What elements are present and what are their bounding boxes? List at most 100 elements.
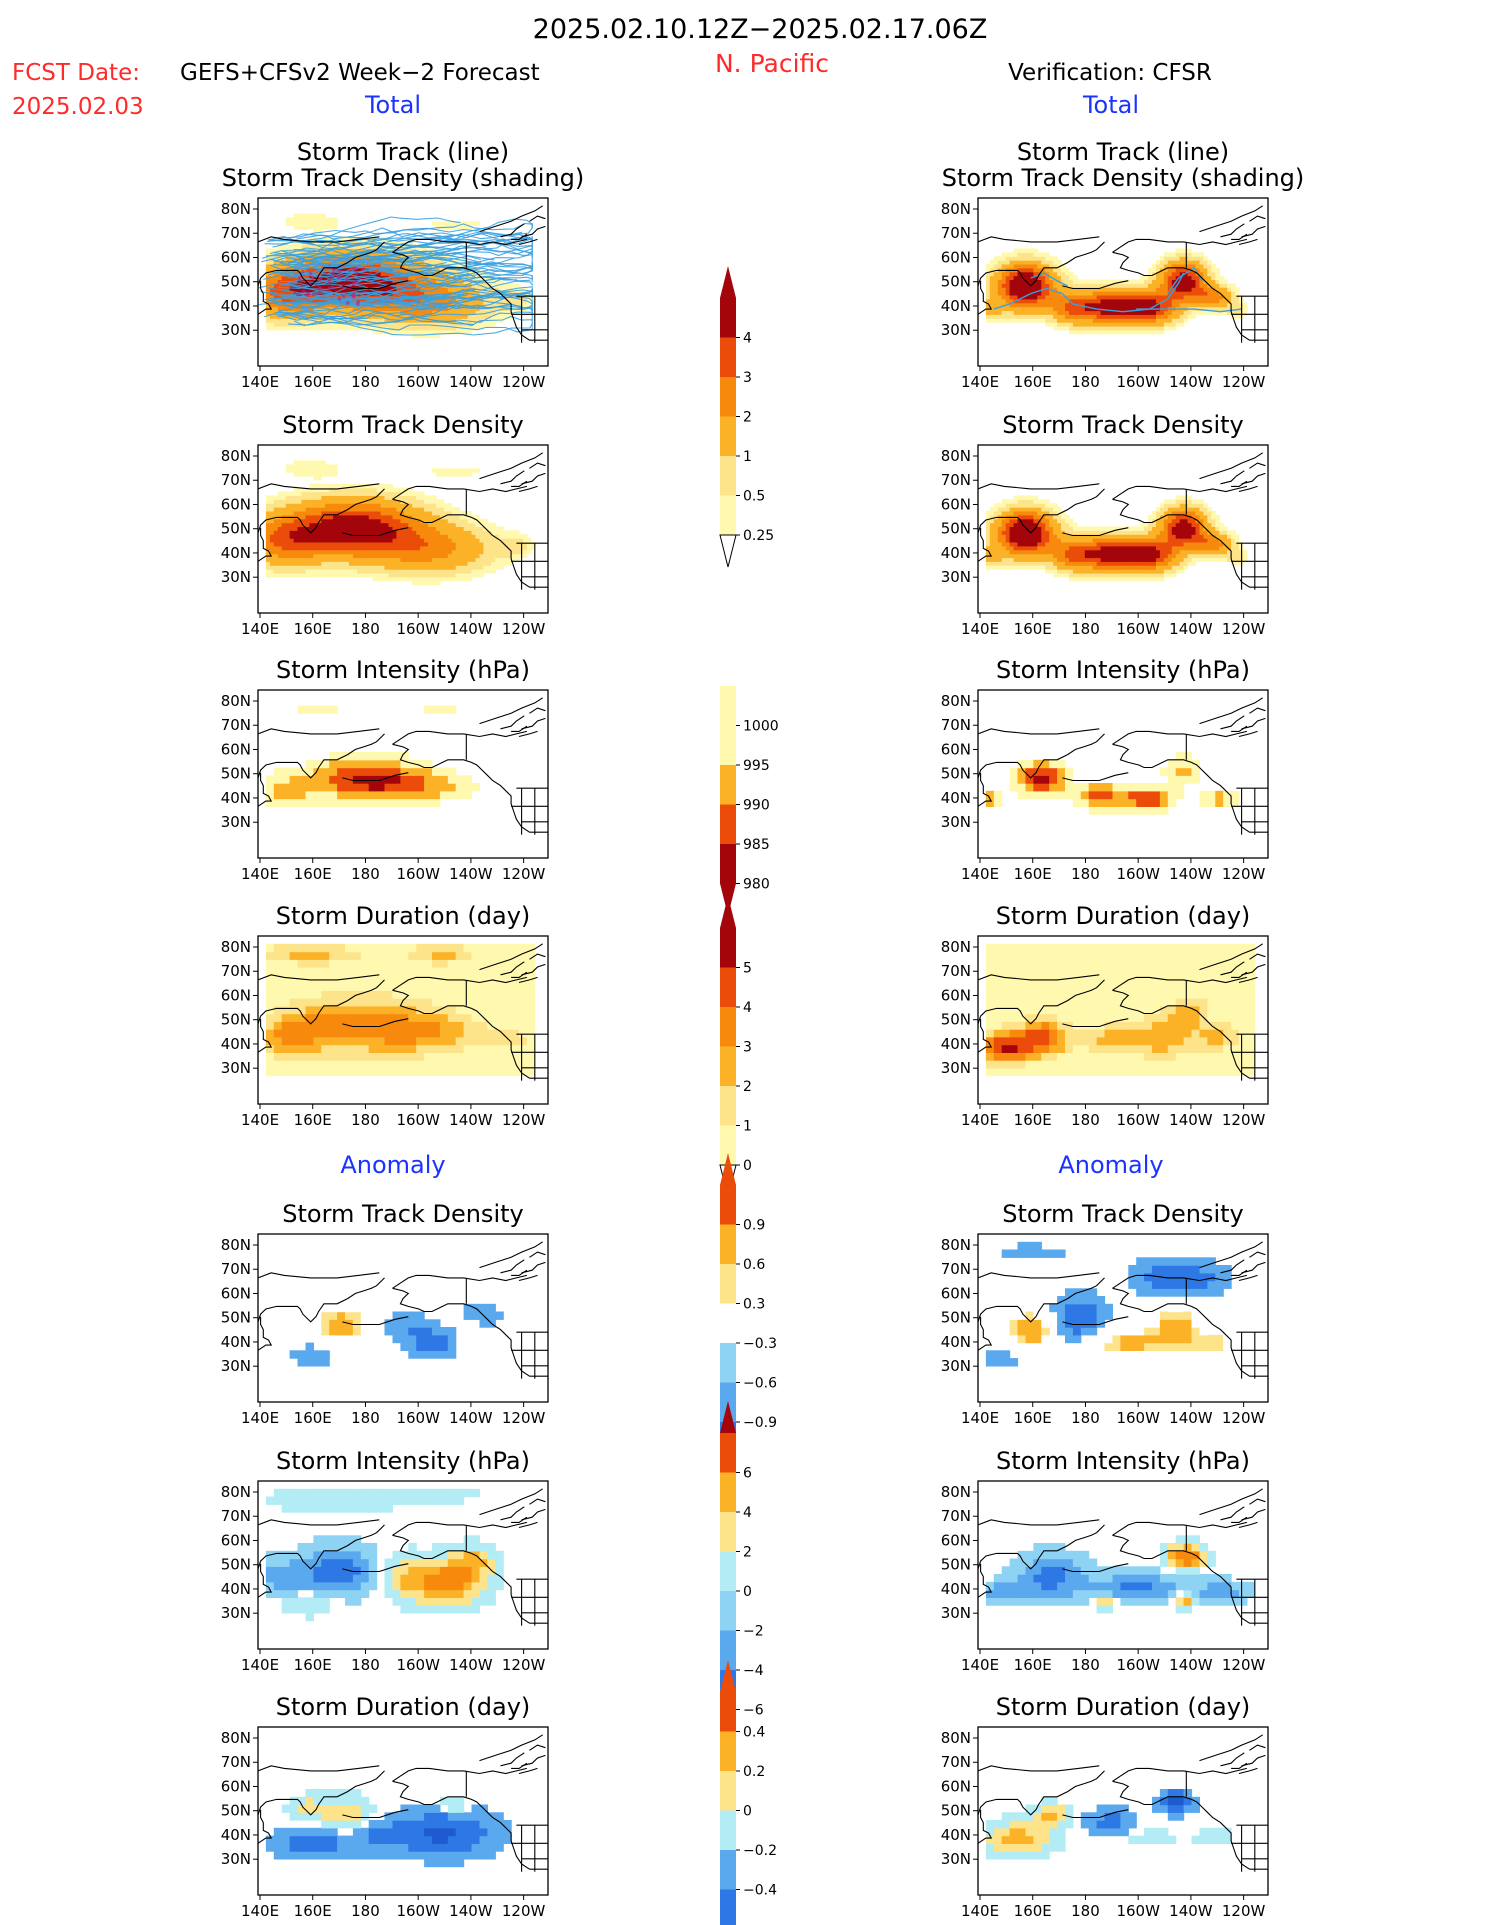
lat-tick-label: 50N bbox=[221, 765, 251, 783]
colorbar-segment bbox=[720, 1185, 736, 1225]
lat-tick-label: 40N bbox=[941, 1580, 971, 1598]
colorbar-segment bbox=[720, 298, 736, 338]
colorbar-segment bbox=[720, 844, 736, 884]
lat-tick-label: 60N bbox=[941, 1284, 971, 1302]
lat-tick-label: 70N bbox=[941, 962, 971, 980]
lon-tick-label: 140W bbox=[449, 1111, 493, 1129]
lon-tick-label: 140E bbox=[961, 1902, 999, 1920]
lat-tick-label: 70N bbox=[221, 471, 251, 489]
lon-tick-label: 120W bbox=[502, 1902, 546, 1920]
lat-tick-label: 70N bbox=[941, 1753, 971, 1771]
lon-tick-label: 140E bbox=[241, 1409, 279, 1427]
panel-title: Storm Intensity (hPa) bbox=[996, 1447, 1250, 1475]
lat-tick-label: 50N bbox=[941, 273, 971, 291]
lon-tick-label: 180 bbox=[1071, 1409, 1100, 1427]
colorbar-intensity_total: 1000 995 990 985 980 bbox=[720, 654, 779, 916]
lat-tick-label: 50N bbox=[221, 273, 251, 291]
panel-title: Storm Track Density bbox=[282, 1200, 523, 1228]
colorbar-tick-label: 1 bbox=[743, 449, 752, 465]
map-panel-forecast-dens_fcst: Storm Track (line)Storm Track Density (s… bbox=[221, 138, 585, 391]
map-axes: 140E 160E 180 160W 140W 120W 80N 70N 60N 50N 40N 30… bbox=[941, 197, 1269, 391]
shaded-field bbox=[985, 495, 1248, 582]
lon-tick-label: 160W bbox=[396, 1656, 440, 1674]
colorbar-tick-label: −4 bbox=[743, 1663, 764, 1679]
lat-tick-label: 80N bbox=[221, 1729, 251, 1747]
colorbar-duration_total: 5 4 3 2 1 0 bbox=[719, 896, 752, 1198]
total-section-right: Total bbox=[1082, 91, 1139, 119]
lon-tick-label: 140E bbox=[241, 620, 279, 638]
lat-tick-label: 70N bbox=[941, 224, 971, 242]
lat-tick-label: 80N bbox=[941, 200, 971, 218]
coastline-map bbox=[257, 452, 548, 590]
colorbar-tick-label: 3 bbox=[743, 1040, 752, 1056]
colorbar-duration_anom: 0.4 0.2 0 −0.2 −0.4 bbox=[720, 1660, 777, 1925]
map-axes: 140E 160E 180 160W 140W 120W 80N 70N 60N 50N 40N 30… bbox=[941, 935, 1269, 1129]
coastline-map bbox=[257, 205, 548, 343]
colorbar-segment bbox=[720, 967, 736, 1007]
colorbar-tick-label: 980 bbox=[743, 877, 770, 893]
lat-tick-label: 60N bbox=[221, 1284, 251, 1302]
region-label: N. Pacific bbox=[715, 49, 829, 78]
lon-tick-label: 160E bbox=[1014, 1409, 1052, 1427]
shaded-field bbox=[265, 1789, 512, 1868]
lat-tick-label: 50N bbox=[221, 1011, 251, 1029]
colorbar-segment bbox=[720, 1343, 736, 1383]
lon-tick-label: 160E bbox=[294, 1409, 332, 1427]
colorbar-segment bbox=[720, 1125, 736, 1165]
lon-tick-label: 140E bbox=[241, 1111, 279, 1129]
lon-tick-label: 160E bbox=[294, 1656, 332, 1674]
lat-tick-label: 60N bbox=[941, 986, 971, 1004]
lat-tick-label: 60N bbox=[941, 1531, 971, 1549]
lat-tick-label: 60N bbox=[941, 1777, 971, 1795]
colorbar-tick-label: 4 bbox=[743, 1505, 752, 1521]
lat-tick-label: 40N bbox=[941, 544, 971, 562]
panel-title: Storm Duration (day) bbox=[996, 1693, 1251, 1721]
colorbar-tick-label: 0.3 bbox=[743, 1297, 765, 1313]
shaded-field bbox=[265, 943, 536, 1077]
lon-tick-label: 160W bbox=[1116, 373, 1160, 391]
lat-tick-label: 40N bbox=[941, 1826, 971, 1844]
lat-tick-label: 50N bbox=[221, 1802, 251, 1820]
colorbar-max-arrow bbox=[720, 1153, 736, 1185]
lon-tick-label: 160E bbox=[294, 1111, 332, 1129]
colorbar-tick-label: 0 bbox=[743, 1804, 752, 1820]
lat-tick-label: 80N bbox=[941, 1729, 971, 1747]
lat-tick-label: 30N bbox=[221, 1604, 251, 1622]
map-axes: 140E 160E 180 160W 140W 120W 80N 70N 60N 50N 40N 30… bbox=[941, 1726, 1269, 1920]
verification-track-lines bbox=[993, 266, 1242, 313]
colorbar-segment bbox=[720, 765, 736, 805]
storm-track-lines bbox=[258, 216, 533, 336]
lon-tick-label: 120W bbox=[1222, 620, 1266, 638]
colorbar-segment bbox=[720, 1046, 736, 1086]
lon-tick-label: 140W bbox=[1169, 865, 1213, 883]
lon-tick-label: 160E bbox=[294, 620, 332, 638]
coastline-map bbox=[977, 205, 1268, 343]
colorbar-tick-label: 6 bbox=[743, 1466, 752, 1482]
colorbar-segment bbox=[720, 928, 736, 968]
lon-tick-label: 140W bbox=[449, 1902, 493, 1920]
map-axes: 140E 160E 180 160W 140W 120W 80N 70N 60N 50N 40N 30… bbox=[941, 444, 1269, 638]
lat-tick-label: 70N bbox=[221, 962, 251, 980]
lon-tick-label: 180 bbox=[351, 1111, 380, 1129]
lon-tick-label: 160W bbox=[396, 1111, 440, 1129]
lat-tick-label: 60N bbox=[941, 495, 971, 513]
coastline-map bbox=[257, 697, 548, 835]
colorbar-max-arrow bbox=[720, 654, 736, 686]
coastline-map bbox=[257, 1734, 548, 1872]
lon-tick-label: 140E bbox=[961, 620, 999, 638]
fcst-model: GEFS+CFSv2 Week−2 Forecast bbox=[180, 60, 540, 86]
lat-tick-label: 30N bbox=[221, 568, 251, 586]
lon-tick-label: 160W bbox=[1116, 865, 1160, 883]
lat-tick-label: 70N bbox=[221, 716, 251, 734]
lon-tick-label: 180 bbox=[351, 1656, 380, 1674]
shaded-field bbox=[265, 705, 480, 807]
lat-tick-label: 40N bbox=[221, 1333, 251, 1351]
lat-tick-label: 30N bbox=[941, 1357, 971, 1375]
lon-tick-label: 140W bbox=[449, 1656, 493, 1674]
fcst-date-label: FCST Date: bbox=[12, 60, 140, 86]
colorbar-segment bbox=[720, 1264, 736, 1304]
lon-tick-label: 140W bbox=[449, 373, 493, 391]
lon-tick-label: 180 bbox=[351, 1409, 380, 1427]
map-axes: 140E 160E 180 160W 140W 120W 80N 70N 60N 50N 40N 30… bbox=[221, 1233, 549, 1427]
colorbar-segment bbox=[720, 416, 736, 456]
